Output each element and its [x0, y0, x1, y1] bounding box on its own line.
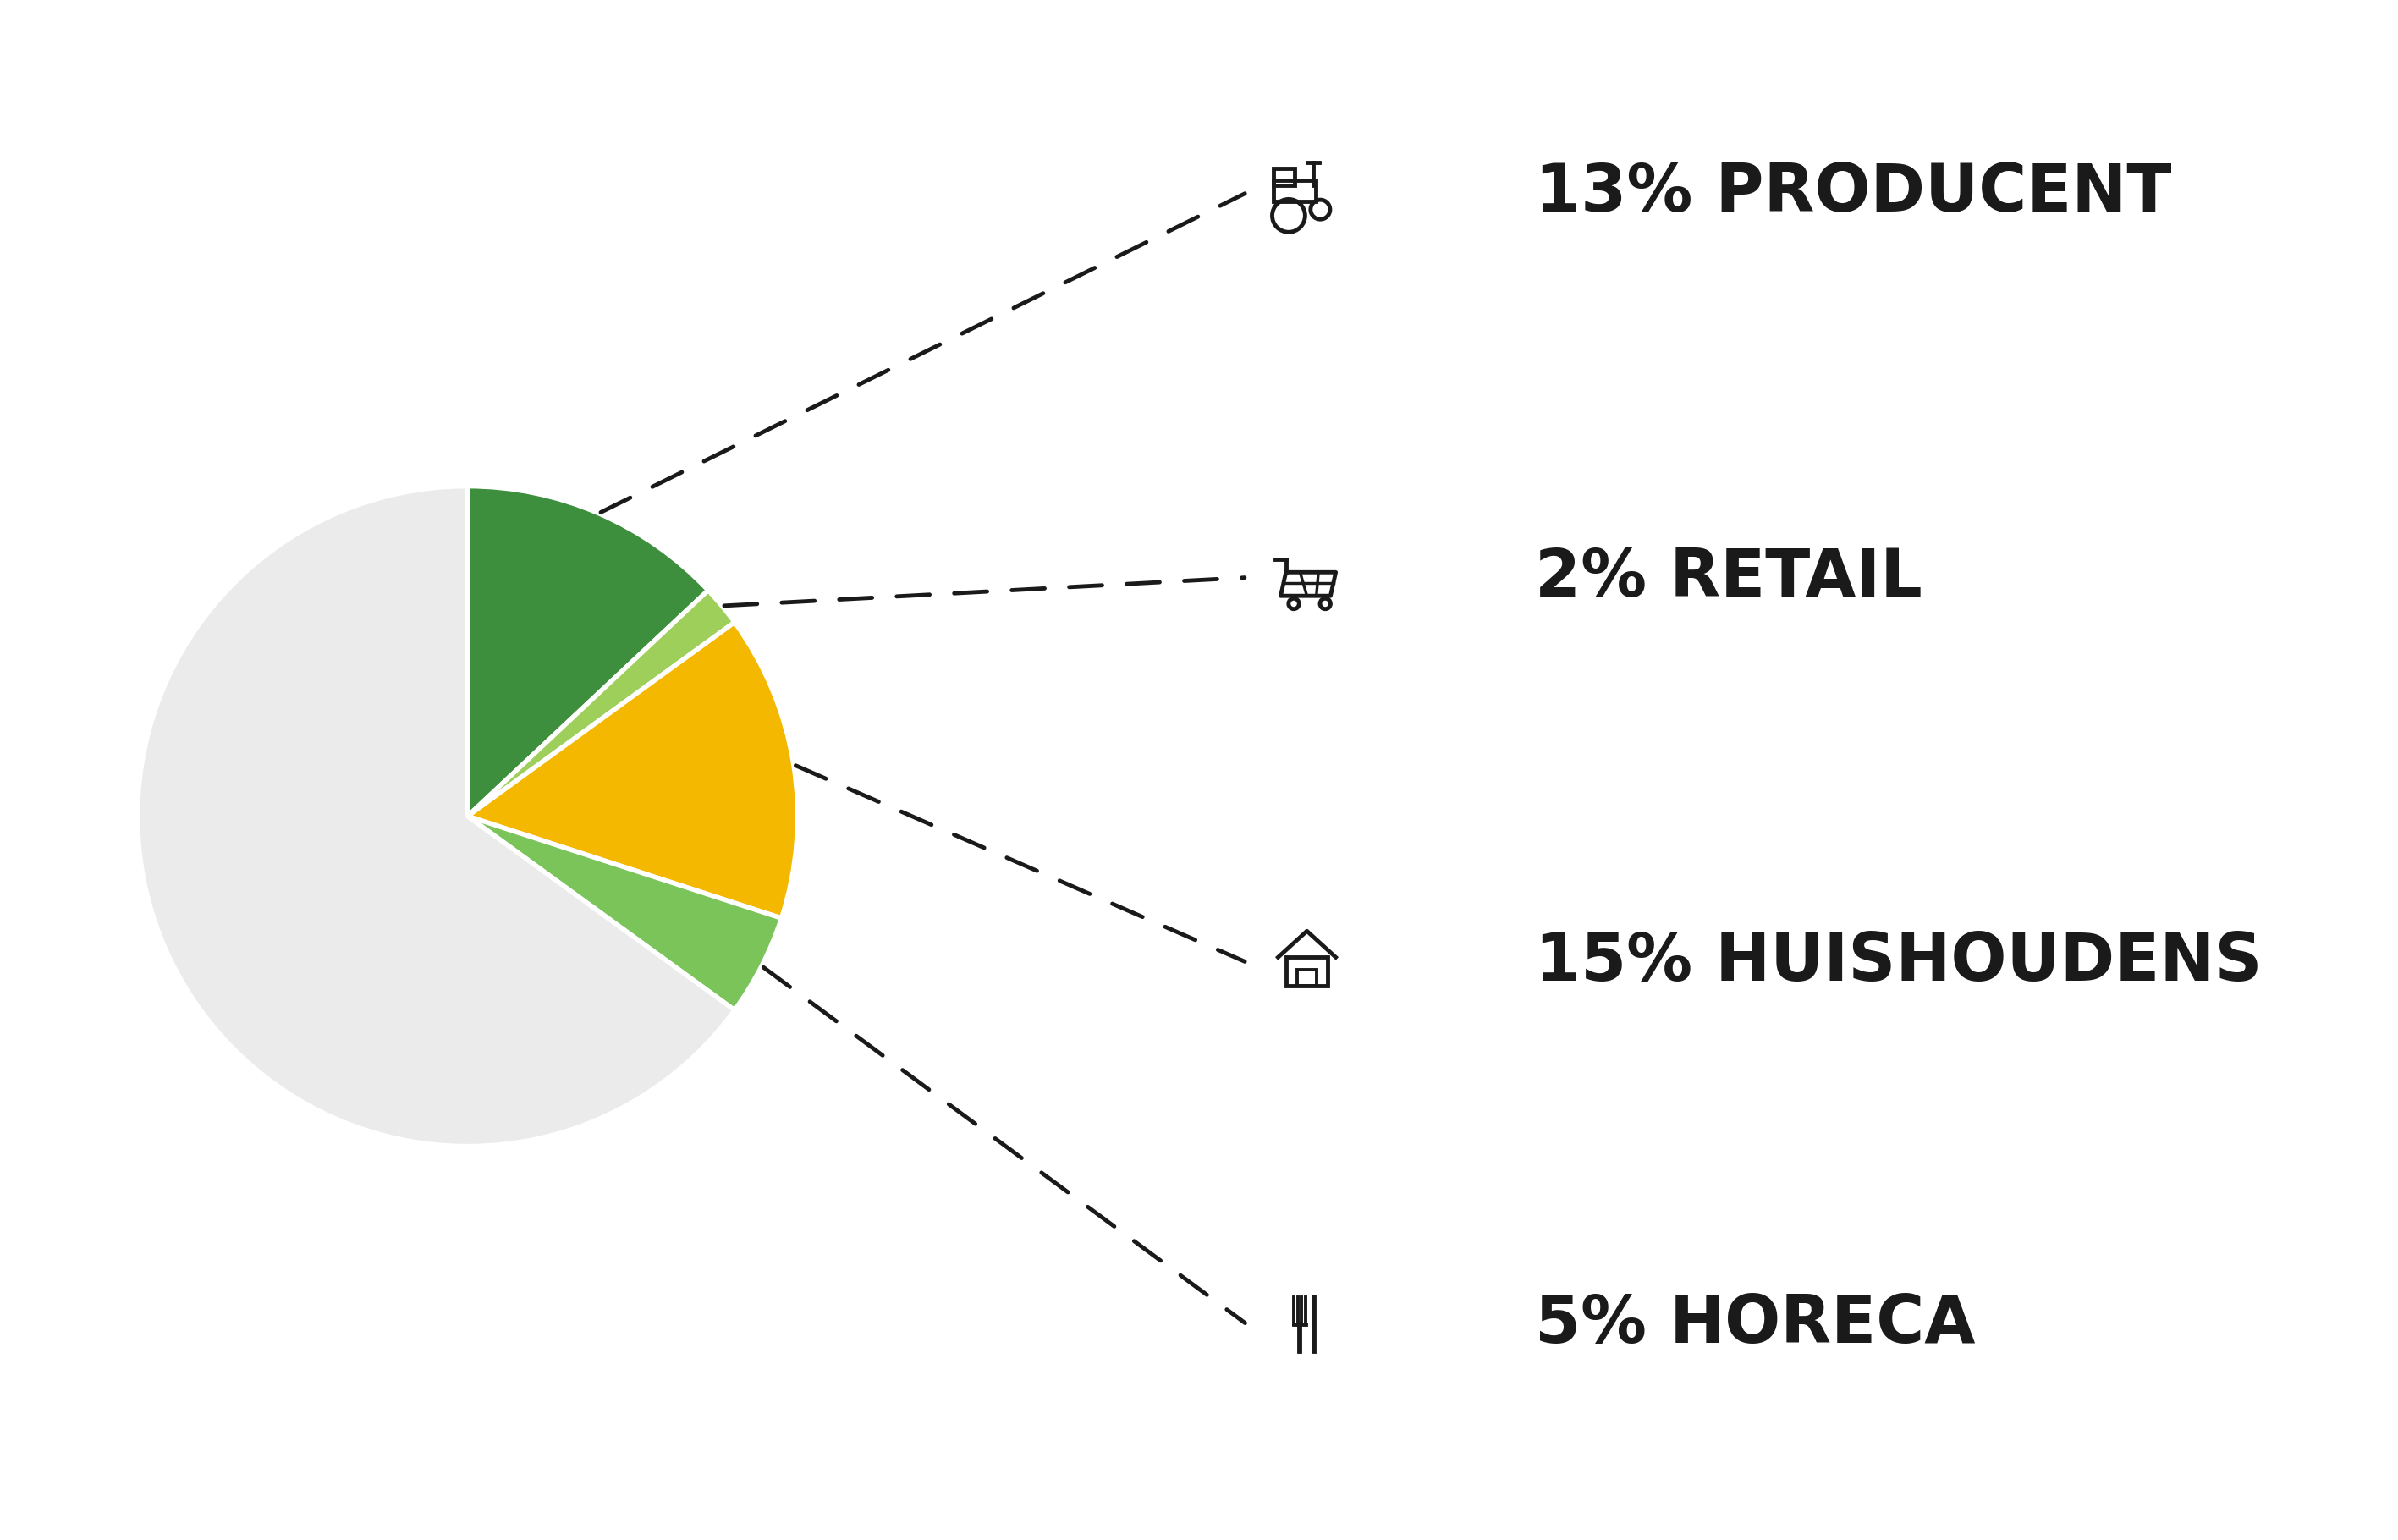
- Wedge shape: [468, 816, 782, 1010]
- Text: 5% HORECA: 5% HORECA: [1535, 1292, 1976, 1357]
- Text: 2% RETAIL: 2% RETAIL: [1535, 545, 1923, 610]
- Wedge shape: [468, 622, 799, 918]
- Wedge shape: [137, 487, 734, 1146]
- Wedge shape: [468, 590, 734, 816]
- Wedge shape: [468, 487, 707, 816]
- Text: 15% HUISHOUDENS: 15% HUISHOUDENS: [1535, 930, 2261, 995]
- Text: 13% PRODUCENT: 13% PRODUCENT: [1535, 160, 2170, 225]
